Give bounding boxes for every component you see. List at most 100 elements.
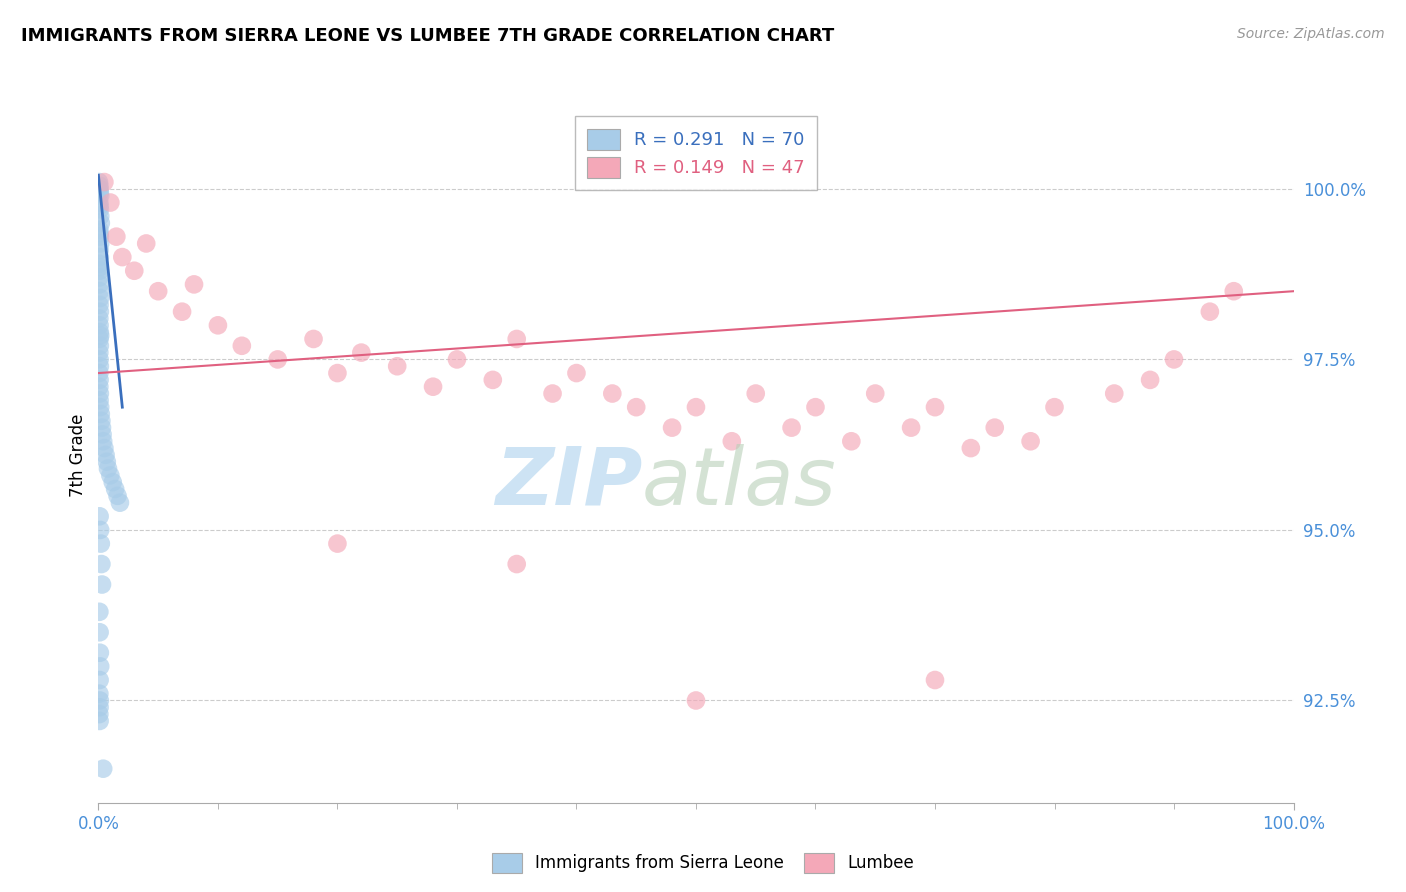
Point: [89, 298, 111, 312]
Point: [89, 659, 111, 673]
Point: [841, 434, 863, 449]
Point: [541, 386, 564, 401]
Point: [89, 714, 111, 728]
Point: [924, 400, 946, 414]
Point: [89, 373, 111, 387]
Point: [326, 366, 349, 380]
Point: [661, 420, 683, 434]
Point: [89, 400, 111, 414]
Point: [89, 386, 111, 401]
Point: [302, 332, 325, 346]
Point: [89, 707, 111, 722]
Point: [350, 345, 373, 359]
Point: [91, 427, 114, 442]
Text: IMMIGRANTS FROM SIERRA LEONE VS LUMBEE 7TH GRADE CORRELATION CHART: IMMIGRANTS FROM SIERRA LEONE VS LUMBEE 7…: [21, 27, 834, 45]
Legend: Immigrants from Sierra Leone, Lumbee: Immigrants from Sierra Leone, Lumbee: [485, 847, 921, 880]
Point: [685, 693, 707, 707]
Point: [89, 270, 111, 285]
Point: [97, 461, 120, 475]
Point: [89, 209, 111, 223]
Point: [135, 236, 157, 251]
Point: [91, 577, 114, 591]
Point: [89, 229, 111, 244]
Point: [89, 311, 111, 326]
Point: [385, 359, 409, 374]
Point: [98, 468, 122, 483]
Point: [89, 178, 111, 193]
Point: [89, 673, 111, 687]
Point: [89, 199, 111, 213]
Point: [89, 202, 111, 217]
Point: [96, 455, 118, 469]
Point: [89, 260, 111, 275]
Point: [105, 229, 128, 244]
Point: [90, 407, 112, 421]
Point: [91, 434, 114, 449]
Point: [89, 195, 111, 210]
Point: [231, 339, 253, 353]
Point: [91, 420, 114, 434]
Point: [107, 489, 129, 503]
Point: [89, 226, 111, 240]
Point: [89, 509, 111, 524]
Point: [90, 414, 112, 428]
Point: [89, 359, 111, 374]
Point: [108, 496, 131, 510]
Point: [804, 400, 827, 414]
Point: [89, 605, 111, 619]
Point: [89, 264, 111, 278]
Point: [89, 693, 111, 707]
Point: [90, 557, 112, 571]
Point: [267, 352, 290, 367]
Point: [506, 332, 529, 346]
Point: [89, 393, 111, 408]
Point: [89, 304, 111, 318]
Point: [91, 762, 114, 776]
Point: [89, 223, 111, 237]
Point: [89, 625, 111, 640]
Point: [90, 536, 112, 550]
Point: [89, 352, 111, 367]
Point: [87, 175, 110, 189]
Text: ZIP: ZIP: [495, 443, 643, 522]
Point: [89, 257, 111, 271]
Point: [1163, 352, 1185, 367]
Point: [1199, 304, 1222, 318]
Point: [93, 175, 115, 189]
Point: [207, 318, 229, 333]
Point: [422, 380, 444, 394]
Point: [89, 250, 111, 264]
Point: [89, 332, 111, 346]
Point: [89, 277, 111, 292]
Point: [89, 523, 111, 537]
Point: [924, 673, 946, 687]
Text: atlas: atlas: [643, 443, 837, 522]
Point: [89, 700, 111, 714]
Text: Source: ZipAtlas.com: Source: ZipAtlas.com: [1237, 27, 1385, 41]
Point: [89, 244, 111, 258]
Point: [90, 216, 112, 230]
Point: [626, 400, 648, 414]
Point: [1223, 284, 1246, 298]
Point: [960, 441, 983, 455]
Point: [89, 366, 111, 380]
Point: [89, 328, 111, 343]
Point: [89, 284, 111, 298]
Point: [602, 386, 624, 401]
Point: [89, 325, 111, 339]
Point: [89, 188, 111, 202]
Point: [900, 420, 922, 434]
Point: [89, 318, 111, 333]
Point: [111, 250, 134, 264]
Point: [685, 400, 707, 414]
Point: [89, 182, 111, 196]
Point: [104, 482, 127, 496]
Point: [89, 646, 111, 660]
Point: [326, 536, 349, 550]
Legend: R = 0.291   N = 70, R = 0.149   N = 47: R = 0.291 N = 70, R = 0.149 N = 47: [575, 116, 817, 190]
Point: [721, 434, 744, 449]
Point: [565, 366, 588, 380]
Point: [446, 352, 468, 367]
Point: [482, 373, 505, 387]
Point: [89, 186, 111, 200]
